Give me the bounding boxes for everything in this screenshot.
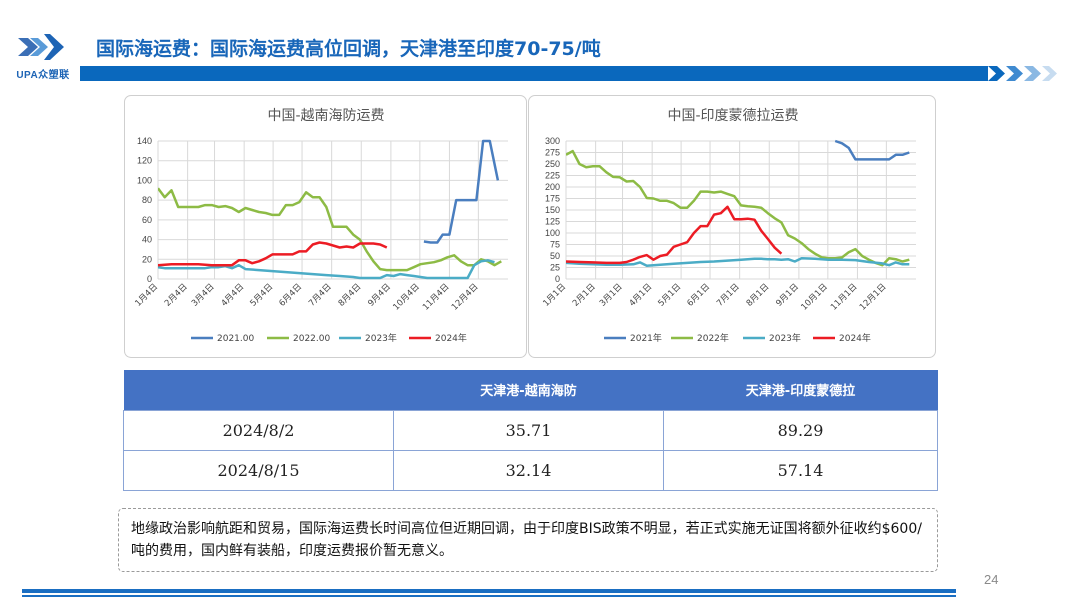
x-tick-label: 7月1日 [715,282,742,309]
upa-logo-icon [18,34,64,60]
x-tick-label: 8月1日 [745,282,772,309]
y-tick-label: 80 [142,195,152,205]
y-tick-label: 25 [550,263,560,273]
chart-india-freight: 中国-印度蒙德拉运费 0 25 50 75 100 125 150 175 200 225 250 27… [528,95,936,358]
y-tick-label: 200 [545,182,560,192]
logo-text: UPA众塑联 [16,70,70,81]
x-tick-label: 1月4日 [133,282,160,309]
table-header-cell [123,370,394,410]
x-tick-label: 5月4日 [248,282,275,309]
legend-label: 2021年 [630,332,662,344]
y-tick-label: 125 [545,217,560,227]
x-tick-label: 9月4日 [366,282,393,309]
x-tick-label: 10月1日 [799,282,830,313]
y-tick-label: 0 [555,274,560,284]
y-tick-label: 275 [545,148,560,158]
legend-label: 2021.00 [217,334,254,344]
x-tick-label: 8月4日 [337,282,364,309]
table-cell-value: 89.29 [663,409,938,451]
table-header-cell: 天津港-印度蒙德拉 [663,370,938,410]
footer-line [22,595,956,597]
x-tick-label: 2月1日 [571,282,598,309]
table-cell-value: 32.14 [393,449,664,491]
series-line [158,187,502,272]
x-tick-label: 12月4日 [450,282,481,313]
x-tick-label: 3月1日 [598,282,625,309]
x-tick-label: 1月1日 [541,282,568,309]
table-header-cell: 天津港-越南海防 [393,370,664,410]
chart-vietnam-freight: 中国-越南海防运费 0 20 40 60 80 100 120 140 1月4日 2月4日 3月4日 4… [124,95,527,358]
table-header-row: 天津港-越南海防 天津港-印度蒙德拉 [123,370,938,410]
y-tick-label: 50 [550,251,560,261]
legend-label: 2022年 [697,332,729,344]
y-tick-label: 20 [142,254,152,264]
x-tick-label: 10月4日 [391,282,422,313]
table-cell-value: 57.14 [663,449,938,491]
series-line [566,149,910,267]
y-tick-label: 40 [142,235,152,245]
vietnam-freight-chart-svg: 中国-越南海防运费 0 20 40 60 80 100 120 140 1月4日 2月4日 3月4日 4… [133,108,508,344]
x-tick-label: 4月1日 [628,282,655,309]
legend-label: 2023年 [365,332,397,344]
table-row: 2024/8/2 35.71 89.29 [123,409,938,451]
x-tick-label: 11月1日 [829,282,860,313]
x-tick-label: 5月1日 [656,282,683,309]
table-row: 2024/8/15 32.14 57.14 [123,449,938,491]
legend-label: 2024年 [435,332,467,344]
y-tick-label: 100 [545,228,560,238]
y-tick-label: 300 [545,136,560,146]
legend-label: 2022.00 [293,334,330,344]
chevron-arrows-icon [988,66,1057,81]
series-line [834,139,910,161]
series-line [158,241,388,267]
x-tick-label: 4月4日 [220,282,247,309]
y-tick-label: 0 [147,274,152,284]
x-tick-label: 9月1日 [774,282,801,309]
x-tick-label: 3月4日 [190,282,217,309]
series-line [566,257,910,267]
legend-label: 2024年 [839,332,871,344]
series-line [423,139,500,244]
y-tick-label: 150 [545,205,560,215]
chart-title: 中国-印度蒙德拉运费 [667,108,798,124]
x-tick-label: 6月1日 [685,282,712,309]
y-tick-label: 225 [545,171,560,181]
x-tick-label: 11月4日 [421,282,452,313]
company-logo: UPA众塑联 [8,30,78,81]
y-tick-label: 175 [545,194,560,204]
y-tick-label: 75 [550,240,560,250]
table-cell-date: 2024/8/15 [123,449,394,491]
analysis-note: 地缘政治影响航距和贸易，国际海运费长时间高位但近期回调，由于印度BIS政策不明显… [118,508,938,572]
y-tick-label: 120 [137,156,152,166]
freight-table: 天津港-越南海防 天津港-印度蒙德拉 2024/8/2 35.71 89.29 … [123,370,938,491]
legend-label: 2023年 [769,332,801,344]
chart-title: 中国-越南海防运费 [267,108,384,124]
page-number: 24 [984,572,999,587]
table-cell-date: 2024/8/2 [123,409,394,451]
y-tick-label: 100 [137,175,152,185]
table-cell-value: 35.71 [393,409,664,451]
x-tick-label: 6月4日 [277,282,304,309]
y-tick-label: 250 [545,159,560,169]
x-tick-label: 2月4日 [163,282,190,309]
x-tick-label: 12月1日 [858,282,889,313]
series-line [566,205,783,265]
page-title: 国际海运费：国际海运费高位回调，天津港至印度70-75/吨 [96,38,601,60]
y-tick-label: 60 [142,215,152,225]
header-bar [80,66,988,81]
x-tick-label: 7月4日 [307,282,334,309]
y-tick-label: 140 [137,136,152,146]
series-line [158,259,495,280]
footer-line [22,589,956,593]
